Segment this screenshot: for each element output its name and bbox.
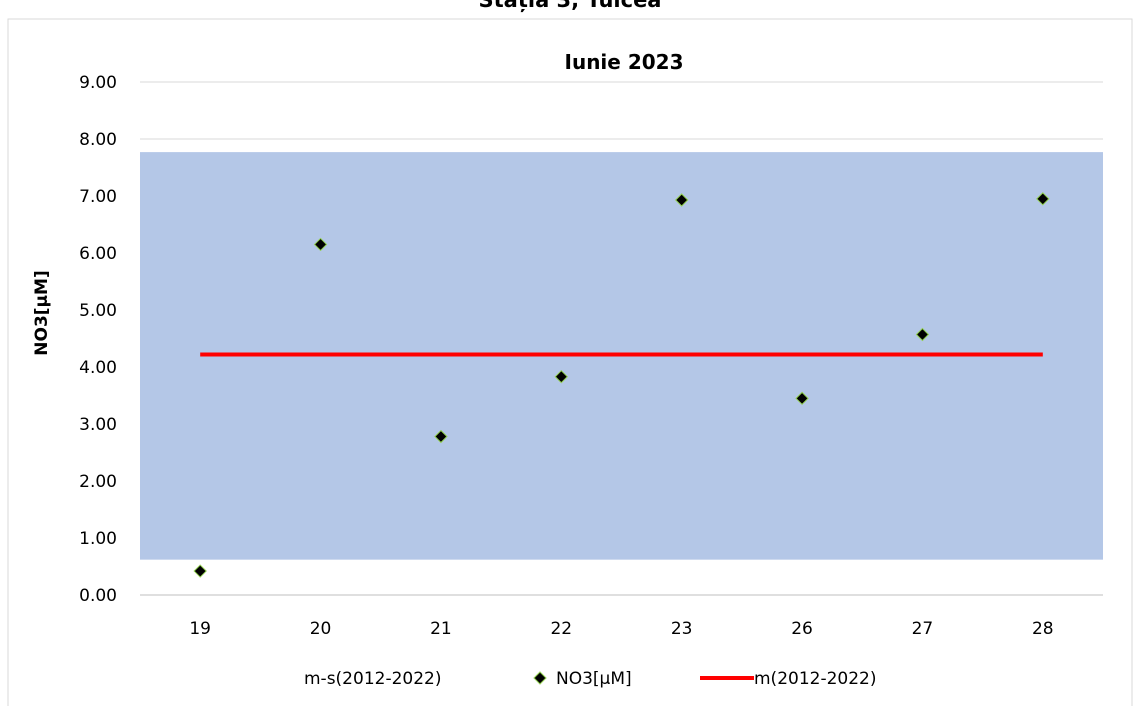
cut-off-page-title: Stația 3, Tulcea xyxy=(478,0,662,12)
legend-label-points: NO3[µM] xyxy=(556,669,632,689)
y-tick-label: 4.00 xyxy=(79,358,117,378)
y-tick-label: 3.00 xyxy=(79,415,117,435)
data-point xyxy=(795,391,809,406)
legend-label-mean: m(2012-2022) xyxy=(754,669,877,689)
y-tick-label: 0.00 xyxy=(79,586,117,606)
data-point xyxy=(915,327,930,342)
x-tick-labels: 19 20 21 22 23 26 27 28 xyxy=(189,619,1053,639)
x-tick-label: 28 xyxy=(1032,619,1054,639)
y-tick-label: 9.00 xyxy=(79,73,117,93)
legend-label-band: m-s(2012-2022) xyxy=(304,669,441,689)
data-point xyxy=(434,429,448,444)
y-tick-label: 5.00 xyxy=(79,301,117,321)
x-tick-label: 27 xyxy=(912,619,934,639)
data-point xyxy=(313,237,328,252)
x-tick-label: 26 xyxy=(791,619,813,639)
y-tick-label: 7.00 xyxy=(79,187,117,207)
x-tick-label: 21 xyxy=(430,619,452,639)
y-tick-label: 6.00 xyxy=(79,244,117,264)
y-axis-label: NO3[µM] xyxy=(32,270,52,355)
data-point xyxy=(674,193,689,207)
y-tick-label: 1.00 xyxy=(79,529,117,549)
x-tick-label: 20 xyxy=(310,619,332,639)
y-tick-label: 2.00 xyxy=(79,472,117,492)
x-tick-label: 22 xyxy=(550,619,572,639)
y-tick-labels: 0.00 1.00 2.00 3.00 4.00 5.00 6.00 7.00 8.00 9.00 xyxy=(79,73,117,606)
legend: m-s(2012-2022) NO3[µM] m(2012-2022) xyxy=(304,669,877,689)
data-point xyxy=(554,369,569,384)
no3-points xyxy=(193,192,1050,578)
data-point xyxy=(193,564,207,578)
data-point xyxy=(1036,192,1050,206)
x-tick-label: 23 xyxy=(671,619,693,639)
chart-title: Iunie 2023 xyxy=(565,50,684,74)
y-tick-label: 8.00 xyxy=(79,130,117,150)
x-tick-label: 19 xyxy=(189,619,211,639)
legend-marker-points xyxy=(533,671,547,685)
